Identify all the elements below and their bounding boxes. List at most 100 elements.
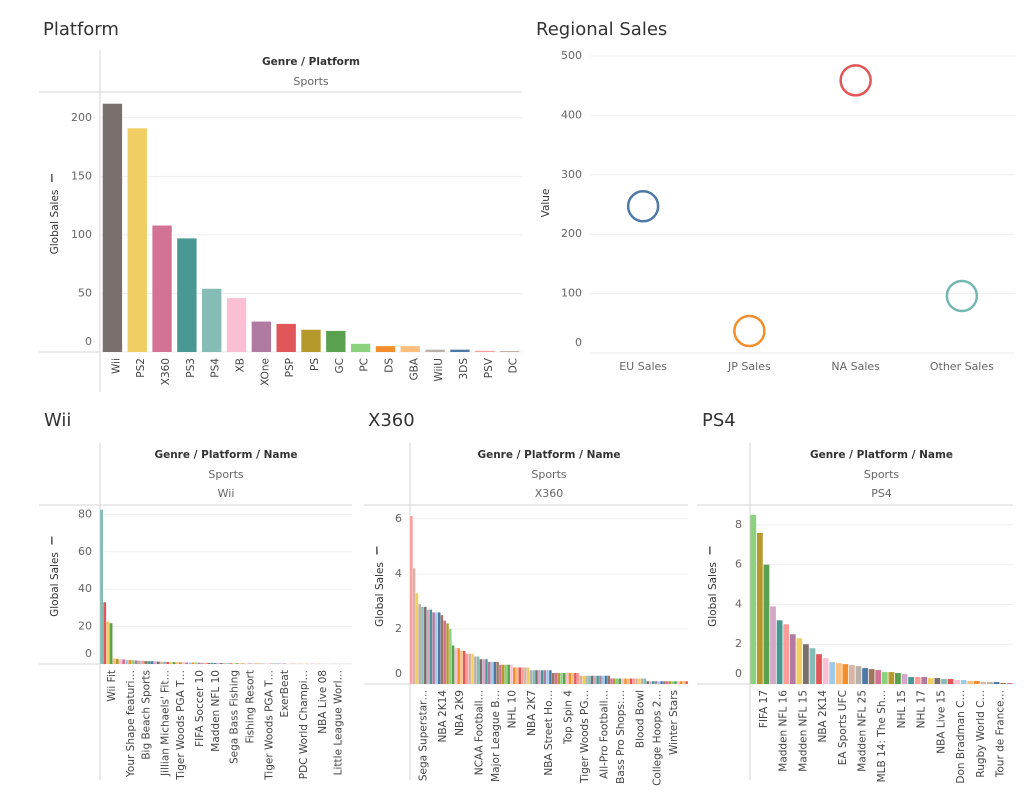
bar	[927, 678, 934, 684]
x-tick-label: Other Sales	[930, 360, 994, 373]
y-axis-label: Global Sales	[49, 190, 61, 255]
bar	[921, 677, 928, 684]
bar	[432, 612, 435, 684]
bar	[551, 672, 555, 684]
bar	[226, 663, 229, 664]
x-tick-label: MLB 14: The Sh…	[876, 690, 888, 782]
chart-title: PS4	[702, 410, 736, 431]
bar	[643, 678, 647, 684]
bar	[216, 663, 220, 664]
x-tick-label: PS2	[135, 358, 147, 378]
y-tick-label: 0	[575, 336, 582, 349]
sort-icon	[51, 542, 53, 545]
bar	[632, 678, 636, 684]
x-tick-label: PS	[309, 358, 321, 371]
bar	[137, 660, 141, 664]
bar	[507, 664, 510, 684]
bar	[457, 648, 460, 684]
y-axis-label: Global Sales	[374, 562, 386, 627]
bar	[219, 663, 223, 664]
sort-icon	[709, 549, 711, 555]
bar	[128, 660, 132, 664]
bar	[888, 672, 895, 684]
bar	[549, 670, 552, 684]
bar	[763, 564, 770, 684]
bar	[560, 672, 563, 684]
bar	[571, 672, 574, 684]
bar	[532, 670, 535, 684]
y-tick-label: 6	[395, 512, 402, 525]
bar	[112, 658, 116, 664]
x-tick-label: Madden NFL 16	[778, 690, 790, 772]
x-tick-label: NBA Live 08	[317, 670, 329, 734]
header: Genre / Platform	[262, 56, 360, 68]
bar	[450, 349, 470, 352]
bar	[251, 321, 272, 352]
bar	[796, 638, 803, 684]
x-tick-label: FIFA 17	[758, 690, 770, 728]
x-tick-label: Fishing Resort	[244, 670, 256, 744]
bar	[588, 675, 591, 684]
bar	[973, 681, 980, 684]
x-tick-label: NHL 15	[896, 690, 908, 728]
x-tick-label: PSP	[284, 358, 296, 377]
bar	[127, 128, 147, 352]
bar	[829, 662, 836, 684]
bar	[207, 662, 211, 664]
bar	[426, 609, 430, 684]
bar	[665, 681, 669, 684]
point	[839, 64, 872, 97]
y-tick-label: 4	[395, 567, 402, 580]
y-tick-label: 500	[561, 49, 582, 62]
bar	[475, 350, 495, 352]
x-tick-label: NBA 2K14	[817, 690, 829, 743]
bar	[651, 681, 655, 684]
y-tick-label: 300	[561, 168, 582, 181]
bar	[169, 661, 173, 664]
bar	[465, 653, 469, 684]
bar	[908, 677, 914, 684]
bar	[875, 670, 882, 684]
bar	[474, 656, 477, 684]
bar	[241, 663, 245, 664]
x-tick-label: 3DS	[458, 358, 470, 380]
bar	[412, 568, 416, 684]
bar	[954, 680, 961, 684]
header: Wii	[218, 487, 235, 500]
sort-icon	[709, 552, 711, 555]
y-tick-label: 150	[71, 169, 92, 182]
bar	[182, 662, 185, 664]
y-tick-label: 100	[71, 228, 92, 241]
x-tick-label: NBA Live 15	[935, 690, 947, 754]
y-tick-label: 2	[395, 622, 402, 635]
bar	[574, 672, 577, 684]
bar	[593, 675, 597, 684]
x-tick-label: Your Shape featuri…	[125, 670, 137, 778]
chart-title: Wii	[44, 410, 71, 431]
x-tick-label: ExerBeat	[279, 670, 291, 718]
x-tick-label: Tiger Woods PGA T…	[263, 670, 275, 781]
bar	[895, 673, 901, 684]
bar	[178, 662, 182, 664]
x-tick-label: Madden NFL 25	[856, 690, 868, 772]
bar	[967, 681, 974, 684]
y-tick-label: 20	[78, 620, 92, 633]
bar	[557, 672, 560, 684]
bar	[485, 659, 488, 684]
x-tick-label: Top Spin 4	[562, 690, 574, 745]
bar	[147, 661, 151, 664]
bar	[822, 658, 829, 684]
bar	[789, 634, 796, 684]
bar	[941, 679, 947, 684]
bar	[429, 609, 433, 684]
bar	[1000, 683, 1007, 684]
y-axis-label: Global Sales	[49, 552, 61, 617]
bar	[496, 661, 499, 684]
bar	[375, 346, 396, 352]
point	[626, 190, 660, 223]
bar	[204, 662, 207, 664]
bar	[881, 672, 888, 684]
bar	[490, 661, 494, 684]
y-tick-label: 0	[735, 667, 742, 680]
bar	[849, 665, 855, 684]
